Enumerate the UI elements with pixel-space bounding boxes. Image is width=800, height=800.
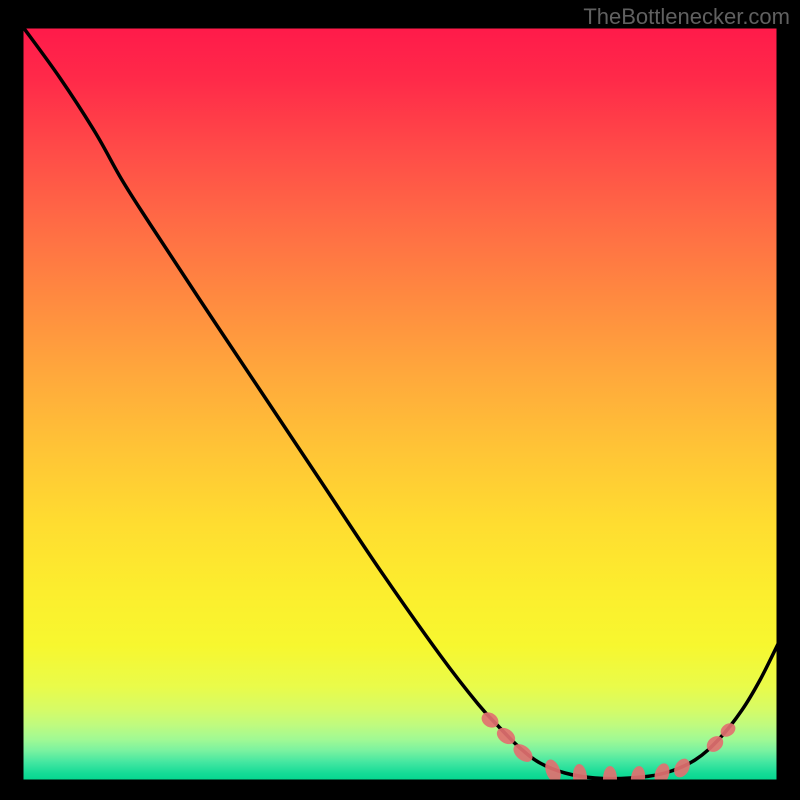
plot-background: [22, 27, 778, 781]
bottleneck-curve-chart: [0, 0, 800, 800]
watermark-text: TheBottlenecker.com: [583, 4, 790, 30]
chart-container: TheBottlenecker.com: [0, 0, 800, 800]
